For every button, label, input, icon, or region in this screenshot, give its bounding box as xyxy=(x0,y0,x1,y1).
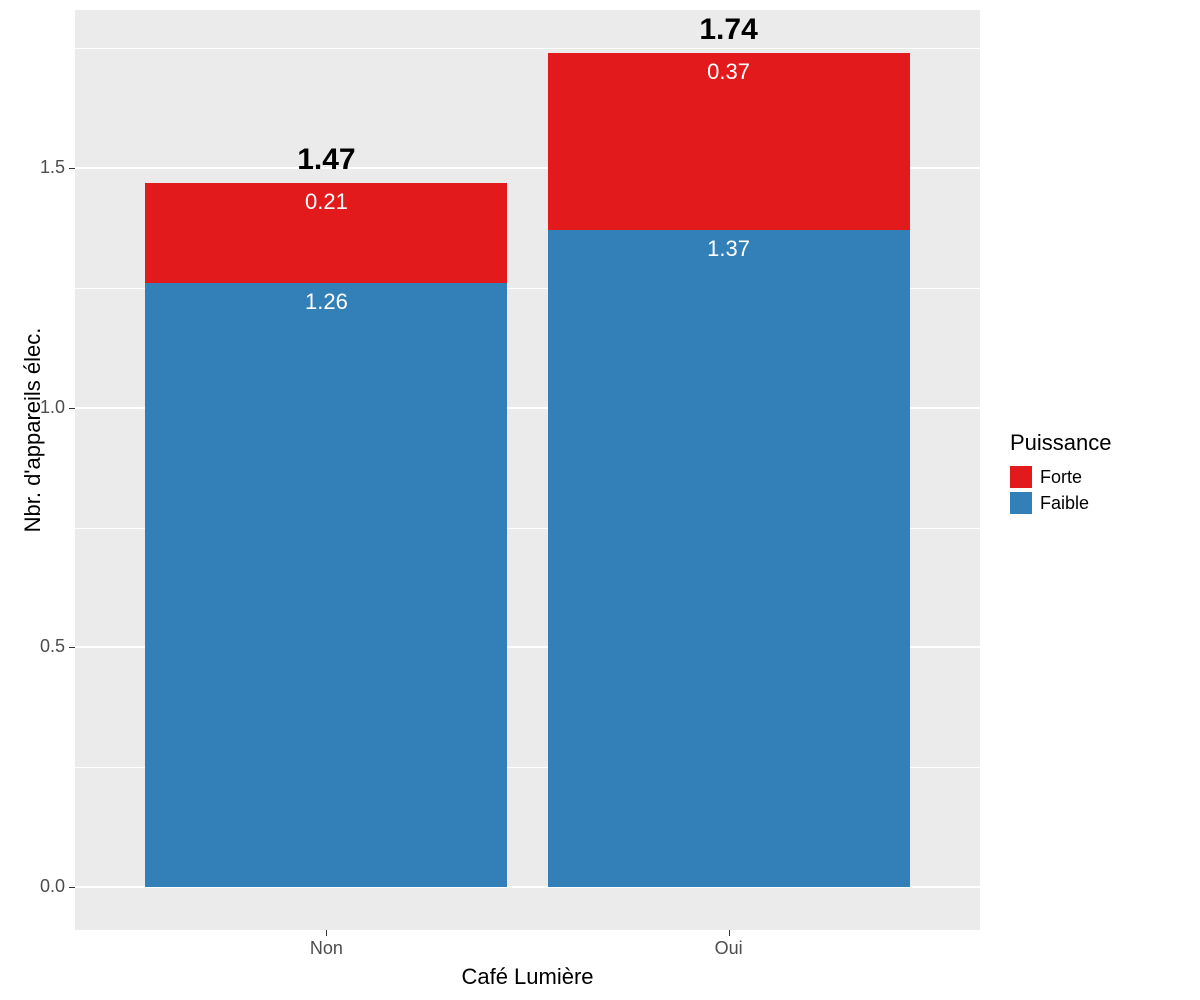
x-axis-title: Café Lumière xyxy=(75,964,980,990)
bar-segment-label: 1.37 xyxy=(548,236,910,262)
x-tick-mark xyxy=(326,930,327,936)
bar-total-label: 1.74 xyxy=(548,13,910,47)
bar-segment-label: 0.21 xyxy=(145,189,507,215)
y-axis-title: Nbr. d'appareils élec. xyxy=(20,280,46,580)
y-tick-label: 0.0 xyxy=(40,876,65,897)
bar-total-label: 1.47 xyxy=(145,143,507,177)
y-tick-mark xyxy=(69,647,75,648)
bar-segment-label: 0.37 xyxy=(548,59,910,85)
y-tick-mark xyxy=(69,168,75,169)
legend-item: Forte xyxy=(1010,466,1112,488)
legend-label: Forte xyxy=(1040,467,1082,488)
x-tick-label: Non xyxy=(276,938,376,959)
x-tick-mark xyxy=(729,930,730,936)
legend-title: Puissance xyxy=(1010,430,1112,456)
y-tick-mark xyxy=(69,887,75,888)
y-tick-label: 0.5 xyxy=(40,636,65,657)
legend-label: Faible xyxy=(1040,493,1089,514)
bar-segment-faible xyxy=(145,283,507,887)
legend-key xyxy=(1010,466,1032,488)
x-tick-label: Oui xyxy=(679,938,779,959)
bar-segment-label: 1.26 xyxy=(145,289,507,315)
chart-container: { "chart": { "type": "bar", "stacked": t… xyxy=(0,0,1200,1000)
y-tick-mark xyxy=(69,408,75,409)
legend-item: Faible xyxy=(1010,492,1112,514)
gridline-minor xyxy=(75,48,980,49)
bar-segment-faible xyxy=(548,230,910,886)
y-tick-label: 1.0 xyxy=(40,397,65,418)
legend-key xyxy=(1010,492,1032,514)
legend: Puissance Forte Faible xyxy=(1010,430,1112,518)
y-tick-label: 1.5 xyxy=(40,157,65,178)
